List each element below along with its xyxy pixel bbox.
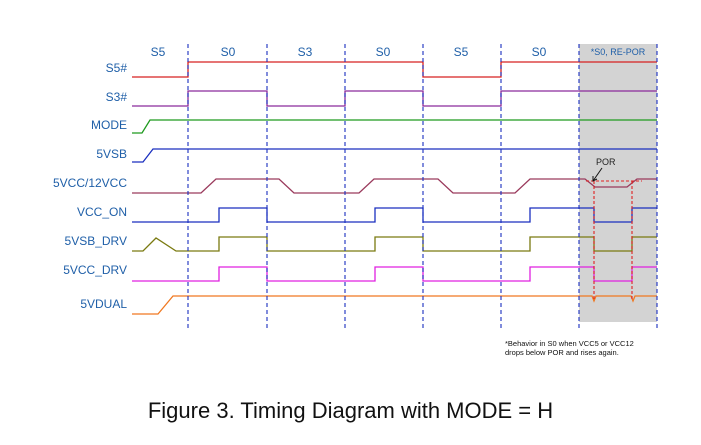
figure-caption: Figure 3. Timing Diagram with MODE = H [147,398,554,423]
state-label: S5 [151,45,166,59]
waveform-vcc-on [132,207,657,223]
signal-label: VCC_ON [77,205,127,219]
state-boundaries [187,44,658,330]
signal-label: 5VDUAL [80,297,127,311]
signal-label: 5VCC_DRV [63,263,127,277]
behavior-note-line: *Behavior in S0 when VCC5 or VCC12 [505,339,634,348]
behavior-note-line: drops below POR and rises again. [505,348,619,357]
waveform-5vsb [132,148,657,163]
state-label: S5 [454,45,469,59]
state-labels: S5 S0 S3 S0 S5 S0 *S0, RE-POR [151,45,646,59]
signal-label: 5VSB [96,147,127,161]
waveform-s3 [132,90,657,107]
por-arrow [592,167,603,182]
signal-labels: S5# S3# MODE 5VSB 5VCC/12VCC VCC_ON 5VSB… [53,61,127,311]
waveform-s5 [132,61,657,78]
waveform-mode [132,119,657,134]
waveform-5vdual [132,295,657,315]
waveform-5vcc-drv [132,266,657,282]
signal-label: MODE [91,118,127,132]
state-label: S3 [298,45,313,59]
por-markers [586,180,642,300]
waveform-5vcc-12vcc [132,178,657,194]
signal-label: 5VCC/12VCC [53,176,127,190]
state-label: *S0, RE-POR [591,47,646,57]
state-label: S0 [221,45,236,59]
state-label: S0 [376,45,391,59]
re-por-shaded-region [579,44,657,322]
waveform-5vsb-drv [132,236,657,252]
signal-label: S5# [106,61,128,75]
waveforms [132,61,657,315]
por-label: POR [596,157,616,167]
signal-label: S3# [106,90,128,104]
por-arrow-head [592,176,598,182]
signal-label: 5VSB_DRV [65,234,127,248]
state-label: S0 [532,45,547,59]
